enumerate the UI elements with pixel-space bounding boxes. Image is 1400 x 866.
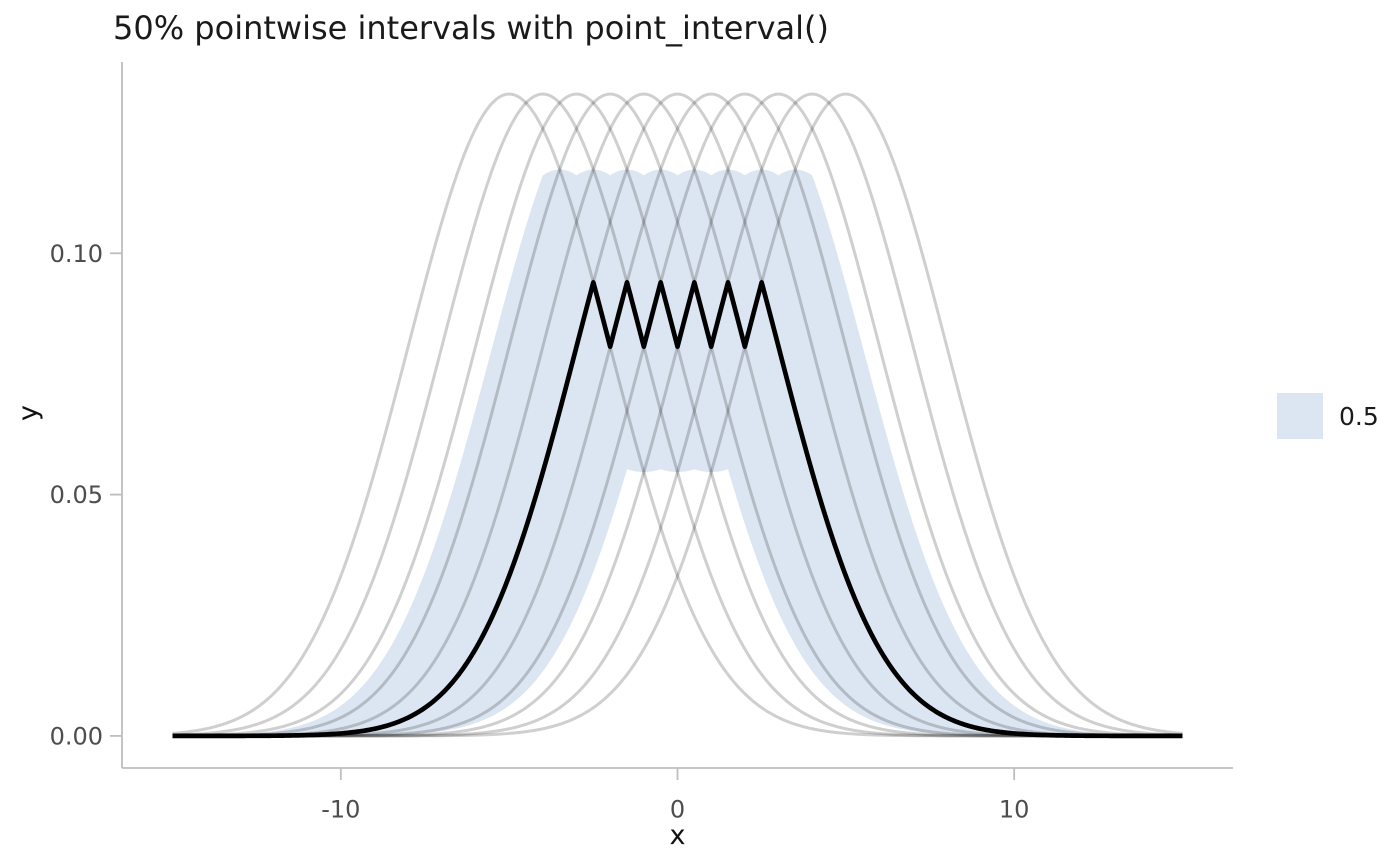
chart-title: 50% pointwise intervals with point_inter… <box>113 9 829 47</box>
density-curve <box>172 92 1183 738</box>
y-tick-label: 0.10 <box>50 240 103 268</box>
x-tick-label: 10 <box>999 796 1030 824</box>
legend: 0.5 <box>1277 393 1379 439</box>
y-tick-label: 0.00 <box>50 722 103 750</box>
y-axis-title: y <box>12 405 44 421</box>
legend-swatch <box>1277 393 1323 439</box>
y-tick-label: 0.05 <box>50 481 103 509</box>
x-tick-label: -10 <box>321 796 360 824</box>
legend-label: 0.5 <box>1339 401 1379 431</box>
density-curve <box>172 92 1183 738</box>
x-tick-label: 0 <box>670 796 685 824</box>
median-line <box>171 280 1184 739</box>
x-axis-title: x <box>669 820 686 851</box>
density-curve <box>172 92 1183 738</box>
interval-ribbon <box>172 169 1183 736</box>
density-curve <box>172 92 1183 738</box>
